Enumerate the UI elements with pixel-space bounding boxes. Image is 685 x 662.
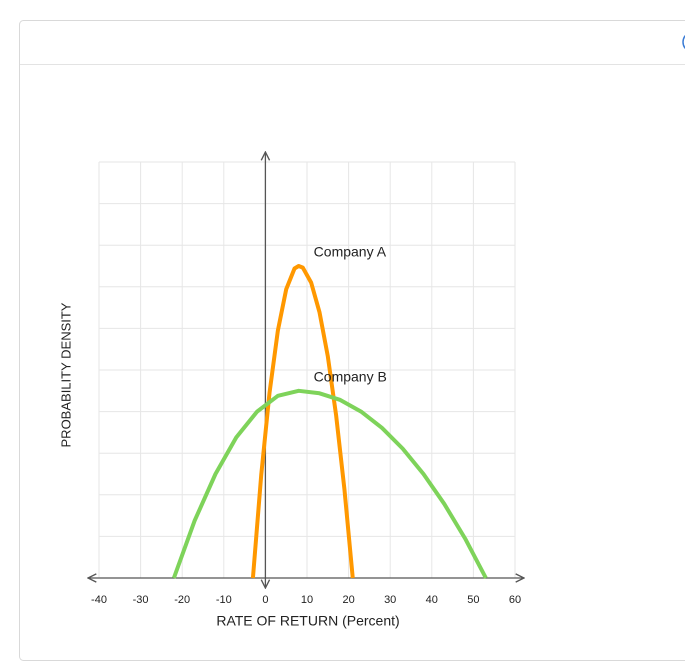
- series-line: [250, 264, 355, 579]
- help-icon[interactable]: [682, 32, 685, 52]
- series-label: Company A: [314, 244, 387, 260]
- x-tick-label: 40: [426, 594, 438, 606]
- x-tick-label: 20: [342, 594, 354, 606]
- grid: [98, 161, 516, 579]
- x-tick-label: -20: [174, 594, 190, 606]
- x-tick-label: -30: [133, 594, 149, 606]
- x-tick-label: 50: [467, 594, 479, 606]
- x-axis-label: RATE OF RETURN (Percent): [216, 613, 399, 629]
- x-tick-label: 30: [384, 594, 396, 606]
- y-axis-label: PROBABILITY DENSITY: [58, 302, 73, 447]
- plot: -40 -30 -20 -10 0 10 20 30 40 50 60 Company A Compan…: [88, 152, 524, 606]
- x-tick-label: 0: [262, 594, 268, 606]
- x-tick-label: -40: [91, 594, 107, 606]
- x-tick-label: 60: [509, 594, 521, 606]
- x-tick-label: -10: [216, 594, 232, 606]
- card: [19, 20, 685, 661]
- series-line: [171, 388, 488, 579]
- series-label: Company B: [314, 369, 387, 385]
- x-tick-label: 10: [301, 594, 313, 606]
